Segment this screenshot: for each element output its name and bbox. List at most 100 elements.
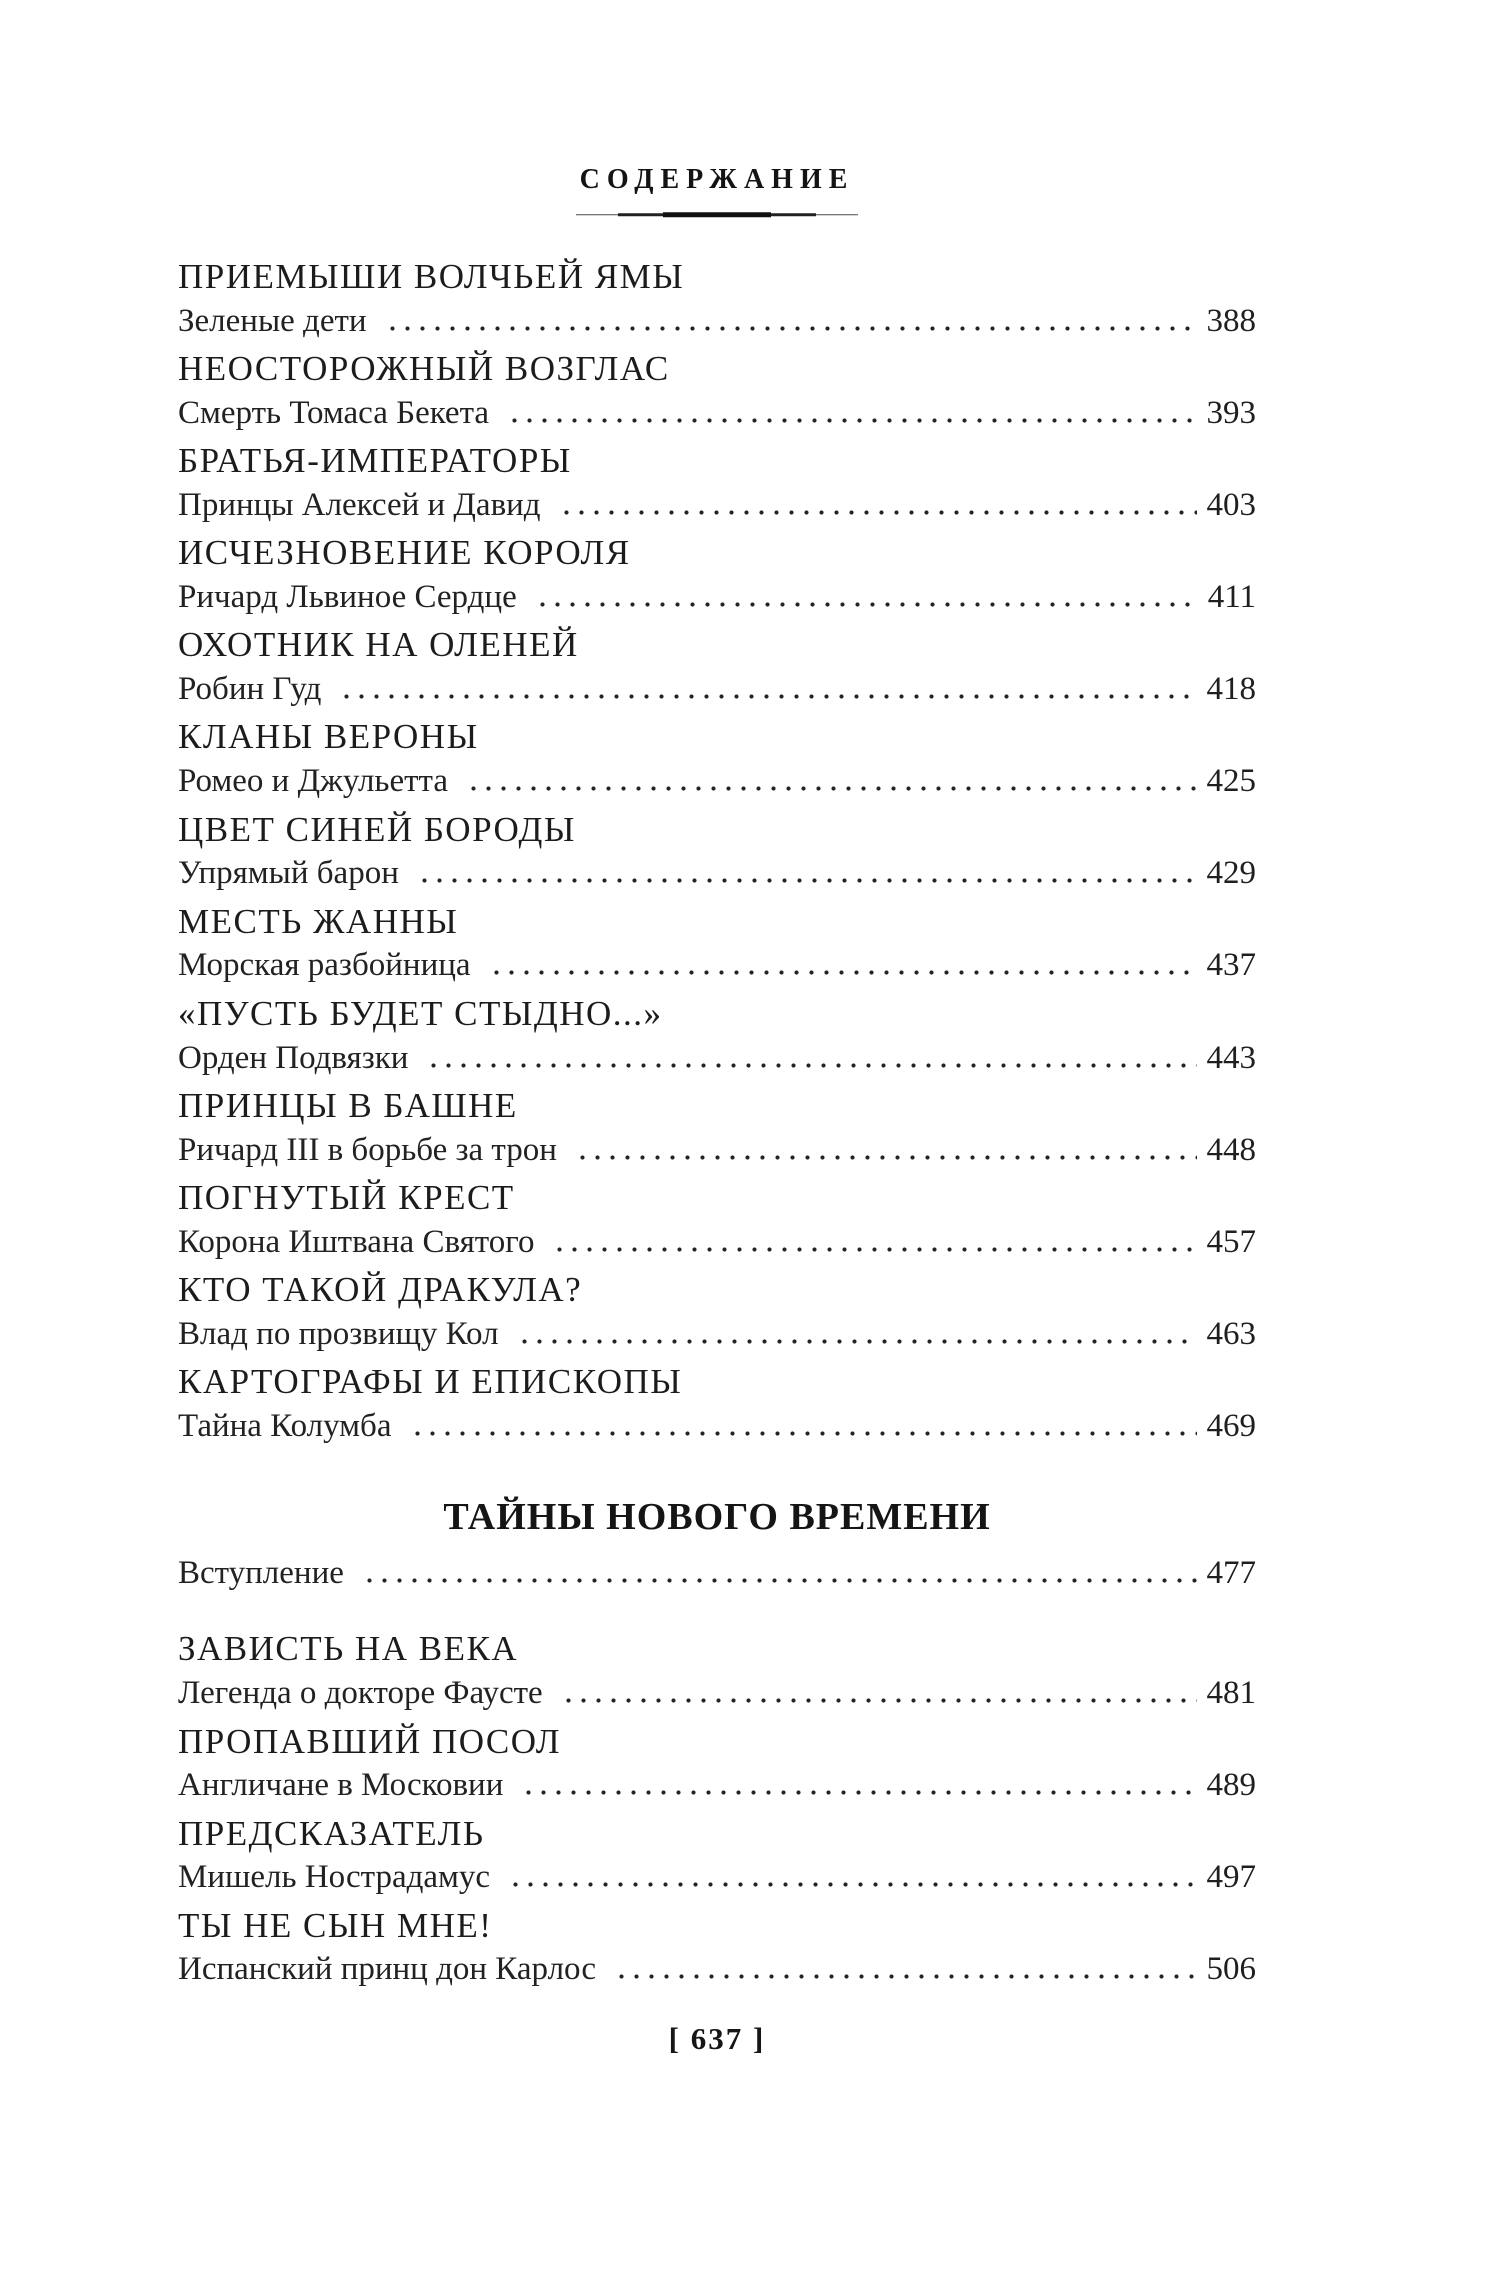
dot-leader xyxy=(505,417,1197,423)
toc-entry-title: ИСЧЕЗНОВЕНИЕ КОРОЛЯ xyxy=(178,533,631,573)
toc-entry-title: ПОГНУТЫЙ КРЕСТ xyxy=(178,1177,515,1217)
toc-entry-title: МЕСТЬ ЖАННЫ xyxy=(178,901,459,941)
toc-entry-title: ЦВЕТ СИНЕЙ БОРОДЫ xyxy=(178,809,576,849)
toc-entry-subtitle: Испанский принц дон Карлос xyxy=(178,1951,597,1988)
toc-entry-list-medieval: ПРИЕМЫШИ ВОЛЧЬЕЙ ЯМЫ Зеленые дети 388 НЕ… xyxy=(178,258,1256,1444)
toc-entry-page-number: 403 xyxy=(1206,486,1257,523)
toc-intro-row: Вступление 477 xyxy=(178,1555,1256,1591)
toc-entry: ЦВЕТ СИНЕЙ БОРОДЫ Упрямый барон 429 xyxy=(178,809,1256,892)
dot-leader xyxy=(506,1882,1197,1888)
toc-entry-subtitle: Корона Иштвана Святого xyxy=(178,1223,535,1260)
toc-intro-page-number: 477 xyxy=(1206,1555,1257,1592)
toc-entry-row: Мишель Нострадамус 497 xyxy=(178,1859,1256,1895)
toc-entry-row: Ричард Львиное Сердце 411 xyxy=(178,579,1256,615)
toc-entry-row: Принцы Алексей и Давид 403 xyxy=(178,487,1256,523)
toc-entry: «ПУСТЬ БУДЕТ СТЫДНО...» Орден Подвязки 4… xyxy=(178,993,1256,1076)
toc-entry-subtitle: Зеленые дети xyxy=(178,302,367,339)
toc-entry: БРАТЬЯ-ИМПЕРАТОРЫ Принцы Алексей и Давид… xyxy=(178,442,1256,523)
toc-entry: НЕОСТОРОЖНЫЙ ВОЗГЛАС Смерть Томаса Бекет… xyxy=(178,350,1256,431)
dot-leader xyxy=(382,325,1197,331)
toc-entry-subtitle: Принцы Алексей и Давид xyxy=(178,486,541,523)
toc-entry-page-number: 469 xyxy=(1206,1407,1257,1444)
toc-entry-title: КТО ТАКОЙ ДРАКУЛА? xyxy=(178,1270,583,1310)
toc-entry-page-number: 393 xyxy=(1206,394,1257,431)
dot-leader xyxy=(572,1154,1197,1160)
toc-entry-subtitle: Ричард Львиное Сердце xyxy=(178,579,517,616)
toc-entry: КТО ТАКОЙ ДРАКУЛА? Влад по прозвищу Кол … xyxy=(178,1271,1256,1352)
toc-entry-row: Упрямый барон 429 xyxy=(178,855,1256,891)
toc-entry-title: ЗАВИСТЬ НА ВЕКА xyxy=(178,1629,519,1669)
dot-leader xyxy=(556,509,1197,515)
toc-entry: КЛАНЫ ВЕРОНЫ Ромео и Джульетта 425 xyxy=(178,718,1256,799)
toc-entry: ПРОПАВШИЙ ПОСОЛ Англичане в Московии 489 xyxy=(178,1721,1256,1804)
toc-entry-subtitle: Мишель Нострадамус xyxy=(178,1859,491,1896)
footer-page-number: [ 637 ] xyxy=(668,2020,766,2056)
toc-entry-page-number: 411 xyxy=(1207,579,1256,616)
toc-entry-row: Тайна Колумба 469 xyxy=(178,1408,1256,1444)
dot-leader xyxy=(486,970,1197,976)
toc-entry-page-number: 497 xyxy=(1206,1859,1257,1896)
toc-entry: ОХОТНИК НА ОЛЕНЕЙ Робин Гуд 418 xyxy=(178,626,1256,707)
toc-intro-label: Вступление xyxy=(178,1555,344,1592)
toc-entry-subtitle: Ричард III в борьбе за трон xyxy=(178,1131,557,1168)
toc-entry-subtitle: Англичане в Московии xyxy=(178,1767,504,1804)
toc-entry: ПРИЕМЫШИ ВОЛЧЬЕЙ ЯМЫ Зеленые дети 388 xyxy=(178,258,1256,339)
dot-leader xyxy=(337,694,1197,700)
toc-entry-list-new-time: ЗАВИСТЬ НА ВЕКА Легенда о докторе Фаусте… xyxy=(178,1630,1256,1987)
toc-entry-title: НЕОСТОРОЖНЫЙ ВОЗГЛАС xyxy=(178,349,670,389)
toc-entry-row: Робин Гуд 418 xyxy=(178,671,1256,707)
dot-leader xyxy=(519,1790,1197,1796)
dot-leader xyxy=(612,1974,1197,1980)
dot-leader xyxy=(359,1578,1197,1584)
toc-entry-page-number: 425 xyxy=(1206,763,1257,800)
toc-entry-row: Легенда о докторе Фаусте 481 xyxy=(178,1675,1256,1711)
toc-entry-row: Смерть Томаса Бекета 393 xyxy=(178,395,1256,431)
ornament-thick-line xyxy=(663,211,771,218)
toc-entry-page-number: 457 xyxy=(1206,1223,1257,1260)
toc-entry-subtitle: Робин Гуд xyxy=(178,671,322,708)
toc-entry: ПОГНУТЫЙ КРЕСТ Корона Иштвана Святого 45… xyxy=(178,1179,1256,1260)
toc-entry-row: Ричард III в борьбе за трон 448 xyxy=(178,1132,1256,1168)
toc-entry-title: БРАТЬЯ-ИМПЕРАТОРЫ xyxy=(178,441,572,481)
toc-entry: МЕСТЬ ЖАННЫ Морская разбойница 437 xyxy=(178,901,1256,984)
dot-leader xyxy=(424,1062,1197,1068)
toc-entry-title: ПРОПАВШИЙ ПОСОЛ xyxy=(178,1721,562,1761)
toc-entry-page-number: 443 xyxy=(1206,1039,1257,1076)
dot-leader xyxy=(464,786,1197,792)
toc-content: СОДЕРЖАНИЕ ПРИЕМЫШИ ВОЛЧЬЕЙ ЯМЫ Зеленые … xyxy=(178,0,1256,2057)
toc-entry-page-number: 463 xyxy=(1206,1315,1257,1352)
header-ornament-rule xyxy=(576,211,858,218)
toc-entry-page-number: 388 xyxy=(1206,302,1257,339)
toc-entry-row: Ромео и Джульетта 425 xyxy=(178,763,1256,799)
toc-entry-row: Корона Иштвана Святого 457 xyxy=(178,1224,1256,1260)
toc-entry-row: Зеленые дети 388 xyxy=(178,303,1256,339)
toc-entry-title: ПРЕДСКАЗАТЕЛЬ xyxy=(178,1813,485,1853)
toc-entry-title: ТЫ НЕ СЫН МНЕ! xyxy=(178,1905,493,1945)
toc-entry: ЗАВИСТЬ НА ВЕКА Легенда о докторе Фаусте… xyxy=(178,1630,1256,1711)
toc-entry-row: Морская разбойница 437 xyxy=(178,947,1256,983)
toc-entry-subtitle: Тайна Колумба xyxy=(178,1407,392,1444)
toc-entry-page-number: 437 xyxy=(1206,947,1257,984)
toc-entry-page-number: 489 xyxy=(1206,1767,1257,1804)
toc-entry-subtitle: Легенда о докторе Фаусте xyxy=(178,1675,543,1712)
dot-leader xyxy=(407,1430,1197,1436)
toc-entry-page-number: 448 xyxy=(1206,1131,1257,1168)
toc-entry-title: «ПУСТЬ БУДЕТ СТЫДНО...» xyxy=(178,993,663,1033)
toc-entry: ИСЧЕЗНОВЕНИЕ КОРОЛЯ Ричард Львиное Сердц… xyxy=(178,534,1256,615)
toc-entry-row: Англичане в Московии 489 xyxy=(178,1767,1256,1803)
toc-entry-subtitle: Ромео и Джульетта xyxy=(178,763,449,800)
toc-entry-subtitle: Смерть Томаса Бекета xyxy=(178,394,490,431)
toc-entry-title: КАРТОГРАФЫ И ЕПИСКОПЫ xyxy=(178,1362,683,1402)
toc-entry-title: ПРИЕМЫШИ ВОЛЧЬЕЙ ЯМЫ xyxy=(178,257,685,296)
toc-entry-row: Влад по прозвищу Кол 463 xyxy=(178,1316,1256,1352)
page-title: СОДЕРЖАНИЕ xyxy=(579,164,855,195)
toc-entry: КАРТОГРАФЫ И ЕПИСКОПЫ Тайна Колумба 469 xyxy=(178,1363,1256,1444)
dot-leader xyxy=(532,602,1198,608)
toc-entry-row: Испанский принц дон Карлос 506 xyxy=(178,1951,1256,1987)
toc-entry-row: Орден Подвязки 443 xyxy=(178,1040,1256,1076)
section-heading: ТАЙНЫ НОВОГО ВРЕМЕНИ xyxy=(443,1496,991,1539)
toc-entry-page-number: 429 xyxy=(1206,855,1257,892)
toc-entry-subtitle: Морская разбойница xyxy=(178,947,471,984)
toc-entry-subtitle: Влад по прозвищу Кол xyxy=(178,1315,499,1352)
